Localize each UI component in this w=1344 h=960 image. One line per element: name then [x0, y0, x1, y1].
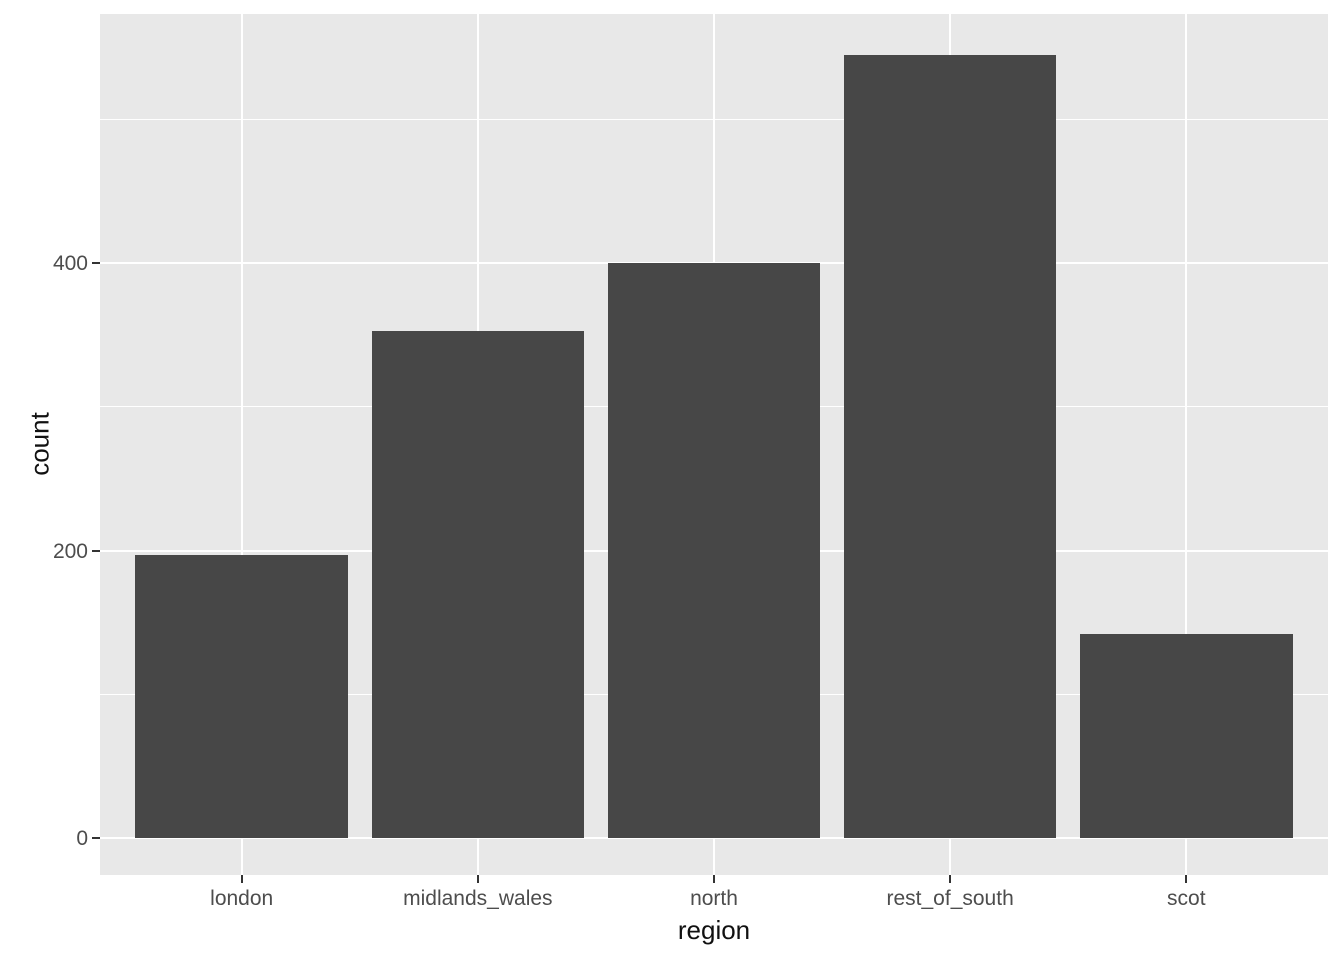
x-tick-label: rest_of_south [886, 887, 1014, 910]
x-tick-label: london [210, 887, 274, 910]
x-axis-title: region [677, 915, 751, 945]
bar-rest_of_south [843, 54, 1057, 838]
x-tick-mark [240, 875, 243, 883]
category-gridline [1185, 14, 1188, 875]
bar-midlands_wales [371, 330, 585, 838]
bar-north [607, 263, 821, 838]
y-tick-mark [92, 549, 100, 552]
y-tick-mark [92, 262, 100, 264]
x-tick-label: north [690, 887, 738, 910]
x-tick-mark [713, 875, 715, 883]
x-tick-mark [476, 875, 479, 883]
y-axis-title: count [24, 412, 55, 476]
y-tick-mark [92, 837, 100, 839]
category-gridline [240, 14, 243, 875]
plot-panel [100, 14, 1328, 875]
bar-scot [1080, 633, 1293, 838]
x-tick-mark [949, 875, 952, 883]
y-tick-label: 0 [76, 827, 88, 850]
x-tick-label: scot [1167, 887, 1206, 910]
y-tick-label: 400 [52, 252, 88, 275]
bar-london [135, 554, 348, 838]
x-tick-label: midlands_wales [403, 887, 553, 910]
x-tick-mark [1185, 875, 1188, 883]
y-tick-label: 200 [52, 539, 88, 563]
